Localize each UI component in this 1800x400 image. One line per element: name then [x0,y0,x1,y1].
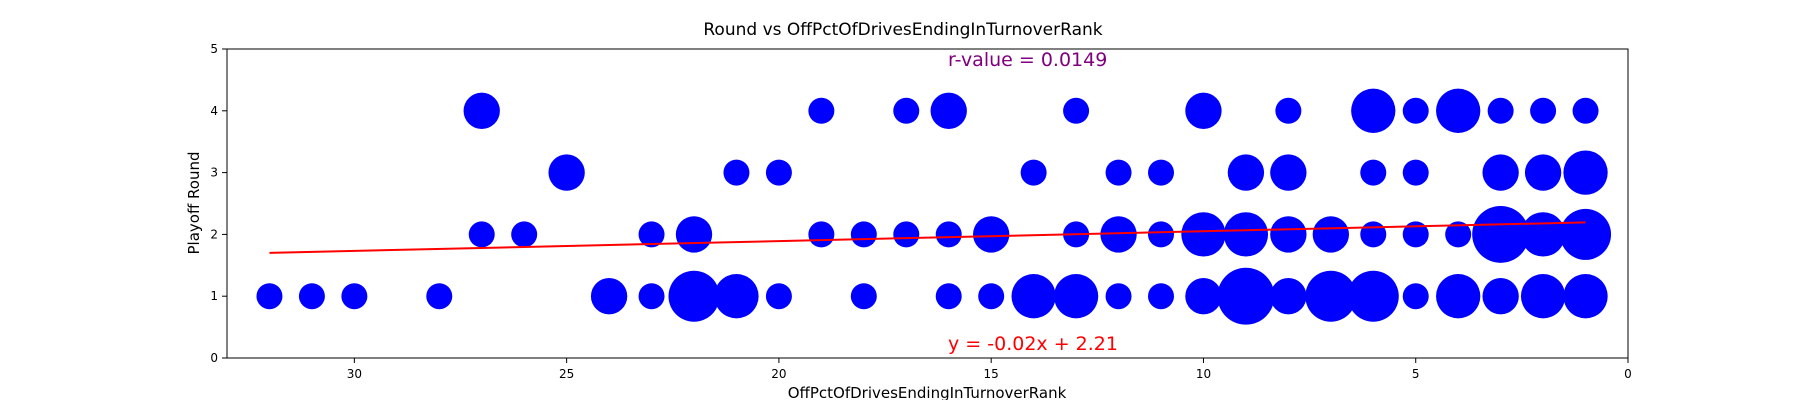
data-point [1402,97,1429,124]
y-tick-label: 5 [210,42,218,56]
x-tick-label: 30 [347,367,362,381]
data-point [1347,270,1399,322]
data-point [935,221,962,248]
data-point [256,283,283,310]
r-value-annotation: r-value = 0.0149 [948,49,1107,71]
data-point [1563,150,1608,195]
data-point [893,221,920,248]
data-point [1482,154,1519,191]
plot-frame [226,48,1629,359]
x-axis-ticks: 30 25 20 15 10 5 0 [347,358,1632,381]
data-point [1275,97,1302,124]
y-tick-label: 1 [210,289,218,303]
data-point [1436,274,1481,319]
x-tick-label: 0 [1624,367,1632,381]
data-point [1100,216,1137,253]
data-point [1360,159,1387,186]
data-point [1487,97,1514,124]
data-point [808,221,835,248]
data-point [1148,221,1174,248]
data-point [930,92,967,129]
data-point [1445,221,1472,248]
data-point [1181,212,1226,257]
data-point [714,274,759,319]
data-point [1524,154,1562,191]
data-point [723,159,750,186]
data-point [1185,278,1222,315]
data-point [1148,159,1174,186]
data-point [1305,270,1357,322]
y-tick-label: 2 [210,227,218,241]
data-point [638,283,665,310]
data-point [1351,88,1396,133]
data-point [638,221,665,248]
data-point [468,221,495,248]
data-point [893,97,920,124]
data-point [1530,97,1557,124]
data-point [1572,97,1599,124]
data-point [675,216,713,253]
data-point [1402,159,1429,186]
data-point [1270,278,1307,315]
data-point [1563,274,1608,319]
x-tick-label: 20 [771,367,786,381]
data-point [426,283,453,310]
data-point [973,216,1010,253]
data-point [668,270,720,322]
data-point [590,278,628,315]
data-point [1148,283,1174,310]
x-tick-label: 15 [984,367,999,381]
x-axis-label: OffPctOfDrivesEndingInTurnoverRank [788,384,1067,400]
data-point [1520,212,1566,257]
data-point [1020,159,1047,186]
data-point [1053,274,1099,319]
data-point [765,283,792,310]
data-point [978,283,1005,310]
data-point [808,97,835,124]
data-point [1402,221,1429,248]
data-point [341,283,368,310]
data-point [1360,221,1387,248]
y-axis-label: Playoff Round [185,151,203,254]
data-point [1312,216,1349,253]
data-point [548,154,585,191]
data-point [1436,88,1481,133]
data-point [1105,283,1132,310]
data-point [1520,274,1566,319]
plot-area: 30 25 20 15 10 5 0 0 1 2 3 4 5 [210,42,1631,381]
data-point [511,221,538,248]
data-point [298,283,325,310]
y-axis-ticks: 0 1 2 3 4 5 [210,42,227,365]
data-point [1560,208,1612,260]
data-point [1472,205,1530,263]
data-point [1063,97,1090,124]
y-tick-label: 0 [210,351,218,365]
data-point [1185,92,1222,129]
data-point [1011,274,1056,319]
y-tick-label: 4 [210,104,218,118]
x-tick-label: 5 [1412,367,1420,381]
data-point [850,221,877,248]
data-point [1227,154,1265,191]
chart-title: Round vs OffPctOfDrivesEndingInTurnoverR… [703,20,1102,40]
data-point [1270,216,1307,253]
fit-line [269,221,1586,254]
points-layer [256,88,1612,325]
data-point [1105,159,1132,186]
y-tick-label: 3 [210,166,218,180]
x-tick-label: 10 [1196,367,1211,381]
data-point [1270,154,1307,191]
data-point [463,92,500,129]
data-point [765,159,792,186]
data-point [1223,212,1269,257]
data-point [1402,283,1429,310]
data-point [1217,267,1275,325]
data-point [850,283,877,310]
data-point [1482,278,1519,315]
regression-equation-annotation: y = -0.02x + 2.21 [948,333,1118,355]
data-point [935,283,962,310]
x-tick-label: 25 [559,367,574,381]
